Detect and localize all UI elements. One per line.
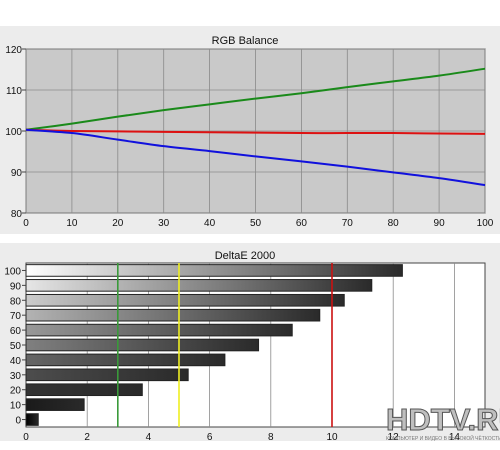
- rgb-balance-panel: RGB Balance 0 10 20 30 40 50 60 70 80 90 100 80 90 10…: [0, 26, 500, 234]
- rgb-balance-title: RGB Balance: [212, 35, 279, 47]
- bar: [25, 368, 189, 382]
- bar: [25, 323, 293, 337]
- bar: [25, 398, 85, 411]
- y-tick-label: 100: [4, 266, 21, 277]
- deltae-title: DeltaE 2000: [215, 250, 276, 262]
- deltae-panel: DeltaE 2000 0 2 4 6 8 10 12 14 0 10 20 30 40 50 60 70 80…: [0, 243, 500, 441]
- blue-series-line: [25, 128, 486, 187]
- x-tick-label: 14: [449, 432, 461, 441]
- y-tick-label: 100: [5, 127, 22, 138]
- x-tick-label: 0: [23, 432, 29, 441]
- y-tick-label: 0: [15, 416, 21, 427]
- x-tick-label: 4: [146, 432, 152, 441]
- x-tick-label: 60: [296, 218, 308, 229]
- y-tick-label: 90: [11, 168, 23, 179]
- bar: [25, 308, 321, 322]
- y-tick-label: 110: [6, 86, 22, 97]
- green-series-line: [25, 67, 486, 131]
- x-tick-label: 40: [204, 218, 216, 229]
- bar: [25, 264, 403, 277]
- x-tick-label: 70: [342, 218, 354, 229]
- rgb-balance-chart: RGB Balance 0 10 20 30 40 50 60 70 80 90 100 80 90 10…: [5, 35, 494, 229]
- x-tick-label: 20: [112, 218, 124, 229]
- deltae-chart: DeltaE 2000 0 2 4 6 8 10 12 14 0 10 20 30 40 50 60 70 80…: [4, 250, 486, 441]
- x-tick-label: 10: [326, 432, 338, 441]
- bar: [25, 293, 345, 307]
- red-series-line: [25, 128, 486, 135]
- x-tick-label: 6: [207, 432, 213, 441]
- y-tick-label: 60: [10, 326, 22, 337]
- y-tick-label: 10: [10, 401, 22, 412]
- y-tick-label: 50: [10, 341, 22, 352]
- y-tick-label: 30: [10, 371, 22, 382]
- bar: [25, 413, 39, 426]
- y-tick-label: 80: [11, 209, 23, 220]
- bar: [25, 338, 260, 352]
- y-tick-label: 40: [10, 356, 22, 367]
- x-tick-label: 90: [434, 218, 446, 229]
- bar: [25, 353, 226, 367]
- y-tick-label: 20: [10, 386, 22, 397]
- watermark-logo-text: HDTV.RU: [386, 402, 500, 437]
- x-tick-label: 100: [477, 218, 494, 229]
- x-tick-label: 0: [23, 218, 29, 229]
- x-tick-label: 2: [84, 432, 90, 441]
- watermark-tagline: КОМПЬЮТЕР И ВИДЕО В ВЫСОКОЙ ЧЁТКОСТИ: [386, 434, 500, 442]
- bar: [25, 279, 373, 292]
- x-tick-label: 30: [158, 218, 170, 229]
- bar: [25, 383, 143, 397]
- y-tick-label: 80: [10, 296, 22, 307]
- y-tick-label: 70: [10, 311, 22, 322]
- y-tick-label: 120: [5, 45, 22, 56]
- x-tick-label: 8: [268, 432, 274, 441]
- hdtv-logo-watermark: HDTV.RU КОМПЬЮТЕР И ВИДЕО В ВЫСОКОЙ ЧЁТК…: [386, 402, 500, 443]
- y-tick-label: 90: [10, 281, 22, 292]
- x-tick-label: 12: [388, 432, 400, 441]
- x-tick-label: 10: [66, 218, 78, 229]
- x-tick-label: 80: [388, 218, 400, 229]
- x-tick-label: 50: [250, 218, 262, 229]
